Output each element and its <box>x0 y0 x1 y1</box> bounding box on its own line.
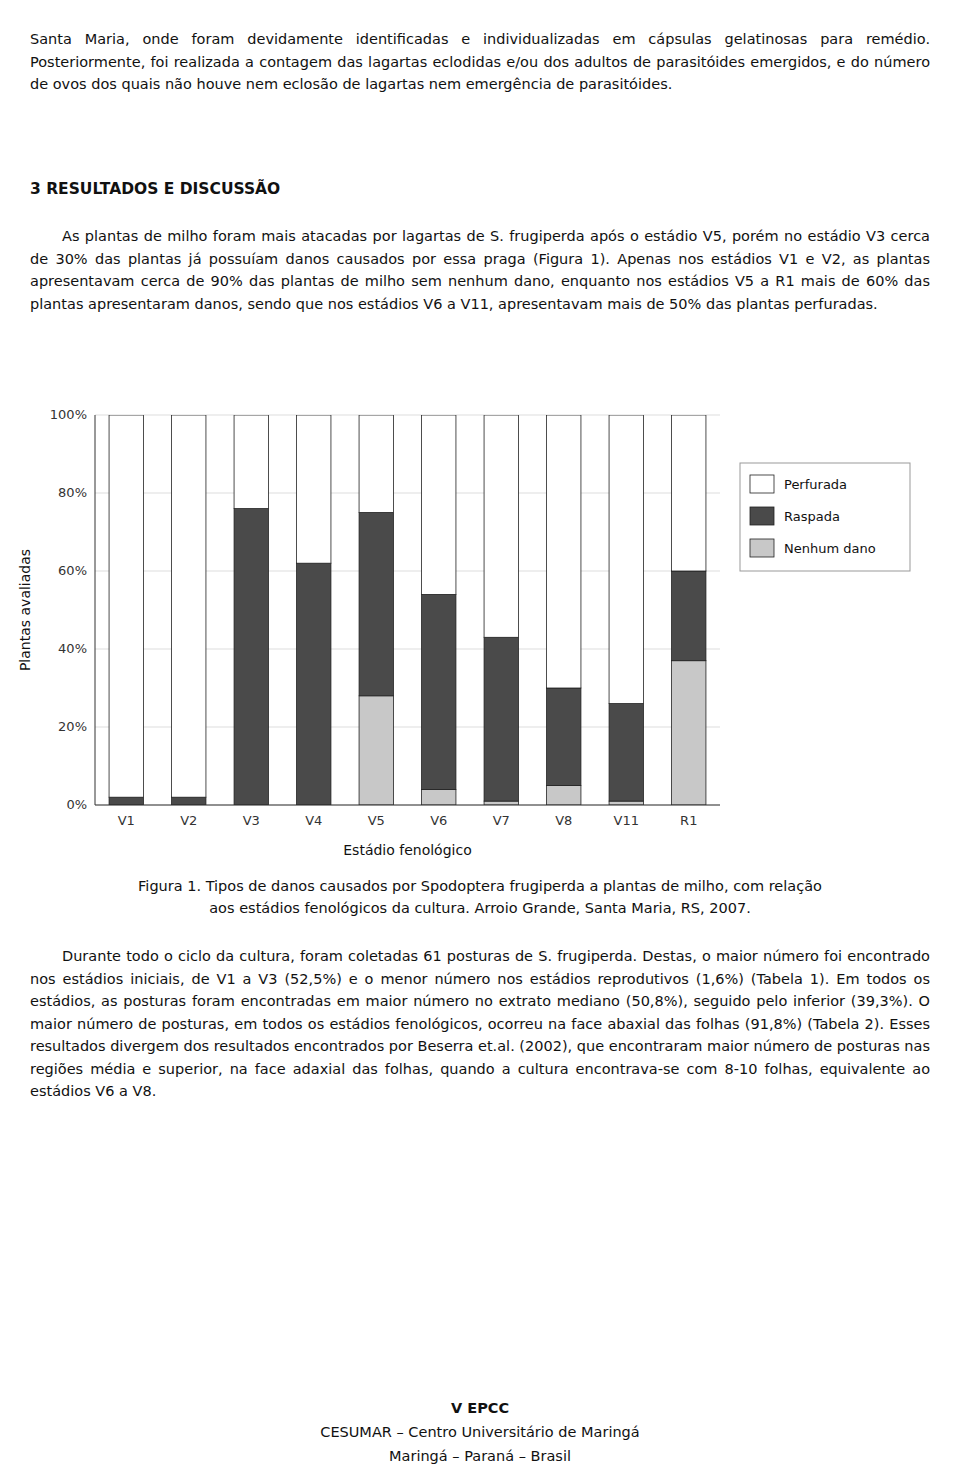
y-tick-label: 80% <box>58 485 87 500</box>
grid-line <box>95 805 720 806</box>
bar-segment <box>422 415 456 594</box>
y-axis: 0% 20% 40% 60% 80% 100% <box>50 407 720 812</box>
y-tick-label: 60% <box>58 563 87 578</box>
footer: Maringá – Paraná – Brasil <box>30 1448 930 1464</box>
bar-segment <box>359 415 393 513</box>
body-text: Santa Maria, onde foram devidamente iden… <box>30 28 930 96</box>
y-tick-label: 0% <box>66 797 87 812</box>
legend-label: Perfurada <box>784 477 847 492</box>
bar-segment <box>484 415 518 637</box>
bar-segment <box>172 415 206 797</box>
x-tick-label: V5 <box>368 813 385 828</box>
legend-swatch <box>750 539 774 557</box>
y-tick-label: 100% <box>50 407 87 422</box>
x-tick-label: V6 <box>430 813 447 828</box>
bar-segment <box>359 513 393 696</box>
bar-segment <box>109 797 143 805</box>
y-tick-label: 20% <box>58 719 87 734</box>
bar-segment <box>234 415 268 509</box>
bar-segment <box>609 704 643 802</box>
legend-label: Raspada <box>784 509 840 524</box>
bars <box>109 415 706 805</box>
bar-segment <box>297 415 331 563</box>
bar-segment <box>359 696 393 805</box>
bar-segment <box>672 415 706 571</box>
footer: V EPCC <box>30 1400 930 1416</box>
figure-caption: Figura 1. Tipos de danos causados por Sp… <box>30 878 930 894</box>
figure-caption: aos estádios fenológicos da cultura. Arr… <box>30 900 930 916</box>
legend-swatch <box>750 475 774 493</box>
x-tick-label: V2 <box>180 813 197 828</box>
x-tick-label: V7 <box>493 813 510 828</box>
legend-label: Nenhum dano <box>784 541 876 556</box>
bar-segment <box>422 594 456 789</box>
bar-segment <box>672 661 706 805</box>
legend: Perfurada Raspada Nenhum dano <box>740 463 910 571</box>
bar-segment <box>109 415 143 797</box>
x-axis-line <box>95 805 720 806</box>
body-text: Durante todo o ciclo da cultura, foram c… <box>30 945 930 1103</box>
bar-segment <box>484 801 518 805</box>
bar-segment <box>234 509 268 805</box>
x-tick-label: V4 <box>305 813 322 828</box>
bar-segment <box>547 688 581 786</box>
x-tick-label: V8 <box>555 813 572 828</box>
x-tick-label: R1 <box>680 813 697 828</box>
bar-segment <box>297 563 331 805</box>
x-tick-label: V3 <box>243 813 260 828</box>
x-axis-label: Estádio fenológico <box>343 842 471 858</box>
x-tick-label: V1 <box>118 813 135 828</box>
bar-segment <box>484 637 518 801</box>
bar-segment <box>609 801 643 805</box>
legend-swatch <box>750 507 774 525</box>
bar-segment <box>422 789 456 805</box>
bar-segment <box>547 786 581 806</box>
section-header: 3 RESULTADOS E DISCUSSÃO <box>30 180 280 198</box>
y-axis-line <box>95 415 96 805</box>
chart: 0% 20% 40% 60% 80% 100% V1 V2 V3 V4 V5 V6 V7 V8 V11 R1 E… <box>0 400 960 870</box>
bar-segment <box>609 415 643 704</box>
bar-segment <box>172 797 206 805</box>
legend-frame <box>740 463 910 571</box>
y-tick-label: 40% <box>58 641 87 656</box>
y-axis-label: Plantas avaliadas <box>17 549 33 671</box>
x-tick-label: V11 <box>614 813 639 828</box>
body-text: As plantas de milho foram mais atacadas … <box>30 225 930 315</box>
footer: CESUMAR – Centro Universitário de Maring… <box>30 1424 930 1440</box>
bar-segment <box>672 571 706 661</box>
bar-segment <box>547 415 581 688</box>
